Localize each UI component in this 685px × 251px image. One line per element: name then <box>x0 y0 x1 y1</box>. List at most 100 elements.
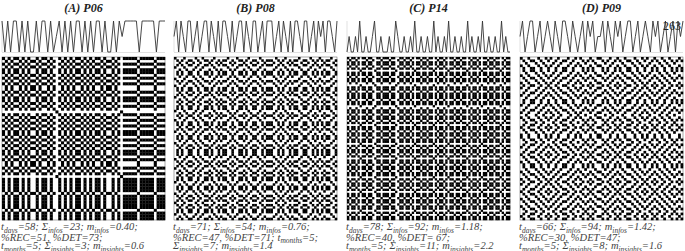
recurrence-cell <box>206 71 209 74</box>
recurrence-cell <box>154 102 157 105</box>
recurrence-cell <box>103 124 106 127</box>
recurrence-cell <box>148 158 151 161</box>
recurrence-cell <box>8 150 11 153</box>
recurrence-cell <box>176 71 179 74</box>
recurrence-cell <box>103 198 106 201</box>
recurrence-cell <box>8 63 11 66</box>
recurrence-cell <box>22 181 25 184</box>
recurrence-cell <box>145 158 148 161</box>
recurrence-cell <box>89 200 92 203</box>
recurrence-cell <box>298 66 301 69</box>
recurrence-cell <box>69 200 72 203</box>
recurrence-cell <box>22 71 25 74</box>
recurrence-cell <box>22 195 25 198</box>
recurrence-cell <box>250 62 253 65</box>
recurrence-cell <box>16 113 19 116</box>
recurrence-cell <box>117 150 120 153</box>
recurrence-cell <box>64 198 67 201</box>
recurrence-cell <box>41 217 44 220</box>
recurrence-cell <box>335 59 338 62</box>
recurrence-cell <box>117 91 120 94</box>
recurrence-cell <box>222 71 225 74</box>
recurrence-cell <box>78 77 81 80</box>
recurrence-cell <box>41 63 44 66</box>
recurrence-cell <box>92 102 95 105</box>
recurrence-cell <box>50 200 53 203</box>
recurrence-cell <box>47 169 50 172</box>
recurrence-cell <box>197 80 200 83</box>
recurrence-cell <box>148 217 151 220</box>
recurrence-cell <box>69 139 72 142</box>
recurrence-cell <box>89 206 92 209</box>
recurrence-cell <box>84 203 87 206</box>
recurrence-cell <box>78 212 81 215</box>
recurrence-cell <box>10 116 13 119</box>
recurrence-cell <box>81 116 84 119</box>
recurrence-cell <box>89 68 92 71</box>
recurrence-cell <box>81 88 84 91</box>
recurrence-cell <box>39 209 42 212</box>
recurrence-cell <box>69 195 72 198</box>
recurrence-cell <box>98 150 101 153</box>
recurrence-cell <box>106 155 109 158</box>
recurrence-cell <box>95 96 98 99</box>
recurrence-cell <box>58 200 61 203</box>
recurrence-cell <box>84 124 87 127</box>
recurrence-cell <box>123 91 126 94</box>
recurrence-cell <box>148 150 151 153</box>
recurrence-cell <box>106 74 109 77</box>
recurrence-cell <box>145 167 148 170</box>
recurrence-cell <box>151 71 154 74</box>
recurrence-cell <box>61 65 64 68</box>
recurrence-cell <box>123 82 126 85</box>
recurrence-cell <box>84 153 87 156</box>
recurrence-cell <box>162 217 165 220</box>
recurrence-cell <box>117 198 120 201</box>
recurrence-cell <box>123 63 126 66</box>
recurrence-cell <box>81 169 84 172</box>
recurrence-cell <box>134 63 137 66</box>
recurrence-cell <box>61 116 64 119</box>
recurrence-cell <box>47 108 50 111</box>
recurrence-cell <box>106 161 109 164</box>
recurrence-cell <box>95 133 98 136</box>
recurrence-cell <box>13 105 16 108</box>
recurrence-cell <box>41 105 44 108</box>
recurrence-cell <box>78 133 81 136</box>
recurrence-cell <box>67 136 70 139</box>
recurrence-cell <box>89 158 92 161</box>
recurrence-cell <box>298 57 301 60</box>
recurrence-cell <box>103 77 106 80</box>
recurrence-cell <box>257 68 260 71</box>
recurrence-cell <box>50 144 53 147</box>
recurrence-cell <box>84 167 87 170</box>
recurrence-cell <box>140 206 143 209</box>
recurrence-cell <box>8 57 11 60</box>
recurrence-cell <box>41 212 44 215</box>
recurrence-cell <box>112 181 115 184</box>
recurrence-cell <box>148 113 151 116</box>
recurrence-cell <box>128 113 131 116</box>
recurrence-cell <box>58 113 61 116</box>
recurrence-cell <box>100 164 103 167</box>
recurrence-cell <box>197 64 200 67</box>
recurrence-cell <box>50 183 53 186</box>
recurrence-cell <box>140 195 143 198</box>
recurrence-cell <box>36 63 39 66</box>
recurrence-cell <box>100 169 103 172</box>
recurrence-cell <box>145 198 148 201</box>
recurrence-cell <box>328 71 331 74</box>
recurrence-cell <box>140 200 143 203</box>
recurrence-cell <box>72 74 75 77</box>
recurrence-cell <box>98 144 101 147</box>
recurrence-cell <box>117 158 120 161</box>
recurrence-cell <box>53 161 56 164</box>
recurrence-cell <box>89 198 92 201</box>
recurrence-cell <box>128 189 131 192</box>
recurrence-cell <box>19 102 22 105</box>
recurrence-cell <box>33 88 36 91</box>
recurrence-cell <box>123 178 126 181</box>
recurrence-cell <box>134 153 137 156</box>
recurrence-cell <box>75 186 78 189</box>
recurrence-cell <box>222 73 225 76</box>
